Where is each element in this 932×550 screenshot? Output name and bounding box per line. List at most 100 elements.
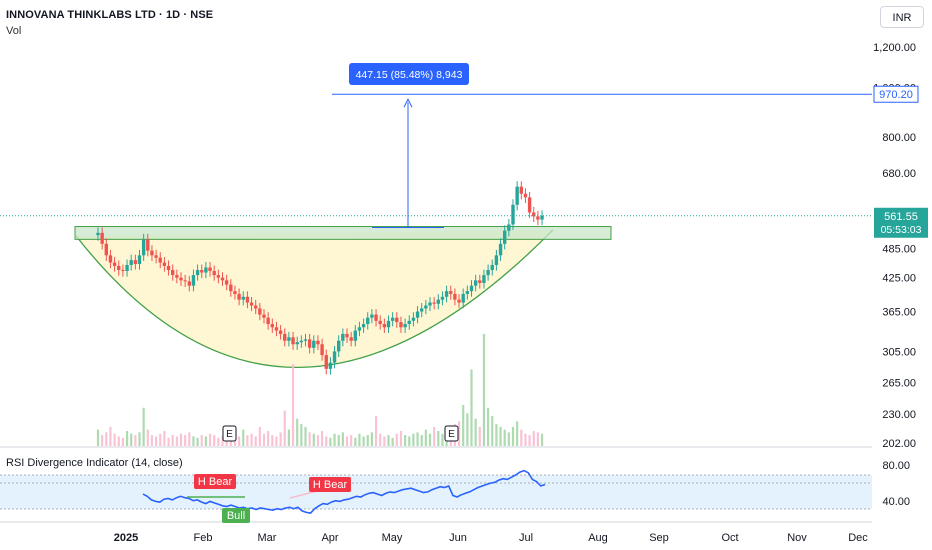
candle[interactable]	[154, 255, 158, 258]
candle[interactable]	[395, 317, 399, 323]
candle[interactable]	[133, 260, 138, 264]
candle[interactable]	[403, 324, 407, 328]
candle[interactable]	[444, 291, 449, 297]
measure-label-box[interactable]	[349, 63, 469, 85]
candle[interactable]	[457, 299, 461, 303]
candle[interactable]	[478, 280, 482, 283]
candle[interactable]	[179, 277, 183, 281]
candle[interactable]	[527, 197, 532, 213]
candle[interactable]	[204, 267, 208, 273]
candle[interactable]	[536, 216, 540, 220]
candle[interactable]	[270, 324, 274, 328]
candle[interactable]	[150, 250, 154, 256]
candle[interactable]	[162, 262, 167, 266]
candle[interactable]	[208, 267, 212, 271]
rsi-line[interactable]	[142, 469, 546, 514]
candle[interactable]	[146, 239, 150, 251]
symbol-title[interactable]: INNOVANA THINKLABS LTD · 1D · NSE	[6, 9, 214, 21]
candle[interactable]	[278, 330, 283, 334]
candle[interactable]	[245, 296, 250, 303]
candle[interactable]	[420, 308, 424, 312]
candle[interactable]	[370, 314, 374, 318]
candle[interactable]	[440, 296, 445, 300]
divergence-tag-bull[interactable]	[222, 508, 250, 523]
candle[interactable]	[374, 314, 378, 321]
candle[interactable]	[432, 302, 436, 304]
candle[interactable]	[291, 337, 295, 345]
candle[interactable]	[361, 324, 366, 328]
candle[interactable]	[449, 291, 453, 294]
candle[interactable]	[337, 340, 341, 352]
candle[interactable]	[523, 193, 528, 198]
candle[interactable]	[254, 305, 258, 309]
candle[interactable]	[532, 212, 536, 217]
candle[interactable]	[258, 308, 262, 315]
candle[interactable]	[104, 243, 108, 256]
divergence-tag-bear[interactable]	[194, 474, 236, 489]
candle[interactable]	[229, 284, 233, 292]
candle[interactable]	[283, 333, 287, 341]
candle[interactable]	[274, 327, 279, 331]
candle[interactable]	[121, 269, 125, 271]
candle[interactable]	[349, 337, 353, 341]
candle[interactable]	[125, 264, 129, 271]
last-price-tag[interactable]	[874, 207, 928, 238]
candle[interactable]	[262, 314, 266, 318]
candle[interactable]	[424, 305, 428, 309]
candle[interactable]	[195, 269, 200, 276]
candle[interactable]	[461, 293, 465, 303]
candle[interactable]	[507, 224, 511, 231]
candle[interactable]	[303, 339, 308, 341]
earnings-marker[interactable]	[444, 425, 459, 442]
candle[interactable]	[183, 280, 187, 282]
candle[interactable]	[295, 342, 299, 345]
candle[interactable]	[287, 337, 291, 341]
candle[interactable]	[200, 269, 204, 273]
candle[interactable]	[341, 333, 345, 341]
candle[interactable]	[486, 269, 490, 276]
candle[interactable]	[212, 270, 216, 276]
divergence-tag-bear[interactable]	[309, 477, 351, 492]
candle[interactable]	[366, 317, 370, 325]
candle[interactable]	[216, 275, 221, 278]
candle[interactable]	[436, 299, 440, 304]
candle[interactable]	[465, 291, 470, 294]
candle[interactable]	[237, 293, 241, 300]
candle[interactable]	[345, 333, 349, 338]
candle[interactable]	[390, 317, 395, 321]
candle[interactable]	[241, 296, 245, 300]
candle[interactable]	[519, 186, 523, 194]
candle[interactable]	[332, 351, 337, 363]
candle[interactable]	[428, 302, 432, 306]
candle[interactable]	[328, 362, 333, 369]
candle[interactable]	[494, 255, 499, 265]
candle[interactable]	[171, 269, 175, 276]
candle[interactable]	[112, 262, 117, 266]
candle[interactable]	[141, 239, 146, 256]
candle[interactable]	[220, 277, 225, 281]
candle[interactable]	[249, 302, 254, 306]
candle[interactable]	[382, 324, 387, 328]
candle[interactable]	[108, 255, 113, 263]
candle[interactable]	[540, 215, 544, 220]
candle[interactable]	[482, 275, 486, 283]
candle[interactable]	[316, 340, 320, 345]
candle[interactable]	[137, 255, 142, 264]
candle[interactable]	[415, 311, 420, 318]
candle[interactable]	[353, 330, 357, 341]
candle[interactable]	[498, 243, 503, 256]
candle[interactable]	[233, 291, 237, 294]
candle[interactable]	[158, 257, 162, 263]
candle[interactable]	[100, 232, 104, 244]
candle[interactable]	[407, 320, 411, 325]
candle[interactable]	[473, 280, 478, 286]
rsi-title[interactable]: RSI Divergence Indicator (14, close)	[6, 457, 183, 469]
candle[interactable]	[511, 204, 515, 225]
candle[interactable]	[312, 340, 316, 348]
candle[interactable]	[175, 275, 179, 278]
candle[interactable]	[324, 355, 328, 369]
candle[interactable]	[515, 186, 519, 205]
currency-button[interactable]: INR	[880, 6, 924, 28]
candle[interactable]	[399, 322, 403, 328]
